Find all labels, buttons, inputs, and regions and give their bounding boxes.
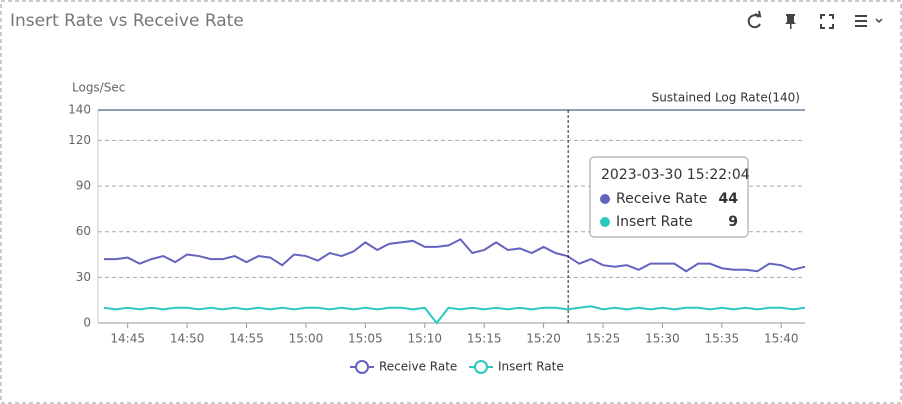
tooltip-series-name: Receive Rate (616, 191, 707, 207)
x-tick-label: 14:50 (170, 332, 205, 346)
y-tick-label: 140 (68, 103, 91, 117)
tooltip-value: 44 (719, 191, 739, 207)
tooltip-series-name: Insert Rate (616, 214, 693, 230)
pin-icon[interactable] (785, 14, 796, 29)
y-tick-label: 120 (68, 133, 91, 147)
x-tick-label: 15:15 (467, 332, 502, 346)
y-tick-label: 30 (76, 270, 91, 284)
series-line (103, 305, 806, 325)
menu-icon[interactable] (855, 15, 883, 27)
tooltip-dot (600, 194, 610, 204)
x-tick-label: 14:45 (110, 332, 145, 346)
legend-marker (355, 360, 369, 374)
legend-label: Receive Rate (379, 360, 457, 374)
series-line (103, 238, 806, 273)
x-tick-label: 15:35 (705, 332, 740, 346)
y-axis-label: Logs/Sec (72, 81, 125, 95)
tooltip-title: 2023-03-30 15:22:04 (601, 167, 750, 183)
x-tick-label: 15:05 (348, 332, 383, 346)
tooltip-box (589, 156, 749, 238)
x-tick-label: 15:30 (645, 332, 680, 346)
tooltip-dot (600, 217, 610, 227)
annotation-label: Sustained Log Rate(140) (652, 91, 800, 105)
x-tick-label: 15:10 (407, 332, 442, 346)
x-tick-label: 15:20 (526, 332, 561, 346)
y-tick-label: 0 (83, 316, 91, 330)
y-tick-label: 60 (76, 224, 91, 238)
legend-label: Insert Rate (498, 360, 564, 374)
legend-marker (474, 360, 488, 374)
x-tick-label: 15:25 (586, 332, 621, 346)
x-tick-label: 15:00 (289, 332, 324, 346)
y-tick-label: 90 (76, 179, 91, 193)
panel-title: Insert Rate vs Receive Rate (10, 11, 244, 31)
x-tick-label: 15:40 (764, 332, 799, 346)
x-tick-label: 14:55 (229, 332, 264, 346)
refresh-icon[interactable] (747, 10, 762, 29)
tooltip-value: 9 (728, 214, 738, 230)
fullscreen-icon[interactable] (820, 14, 834, 29)
